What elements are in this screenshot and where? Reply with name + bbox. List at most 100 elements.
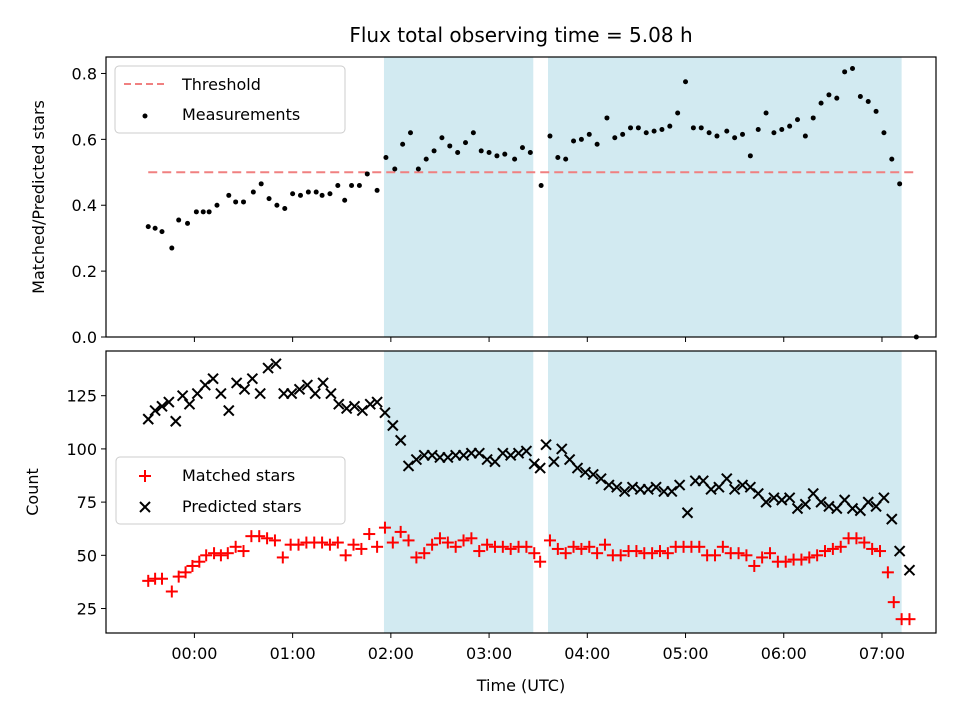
- shaded-interval: [383, 57, 534, 337]
- measurement-point: [834, 95, 840, 101]
- measurement-point: [724, 128, 730, 134]
- measurement-point: [392, 166, 398, 172]
- predicted-star-marker: [799, 498, 812, 510]
- x-axis-label: Time (UTC): [476, 676, 565, 695]
- measurement-point: [667, 123, 673, 129]
- bottom-legend-box: [115, 456, 346, 525]
- x-tick-label: 03:00: [466, 644, 512, 663]
- x-tick-label: 02:00: [368, 644, 414, 663]
- measurement-point: [771, 130, 777, 136]
- measurement-point: [431, 148, 437, 154]
- measurement-point: [873, 108, 879, 114]
- matched-star-marker: [355, 542, 368, 555]
- y-tick-label: 25: [77, 600, 97, 619]
- y-tick-label: 100: [66, 440, 97, 459]
- matched-star-marker: [347, 538, 360, 551]
- matched-star-marker: [214, 549, 227, 562]
- matched-star-marker: [496, 540, 509, 553]
- measurement-point: [739, 131, 745, 137]
- matched-star-marker: [142, 574, 155, 587]
- measurement-point: [185, 220, 191, 226]
- threshold-legend-label: Threshold: [181, 75, 261, 94]
- x-tick-label: 01:00: [270, 644, 316, 663]
- predicted-star-marker: [254, 387, 266, 400]
- measurement-point: [226, 192, 232, 198]
- measurement-point: [795, 117, 801, 123]
- y-tick-label: 75: [77, 493, 97, 512]
- matched-star-marker: [200, 549, 213, 562]
- measurement-point: [594, 141, 600, 147]
- predicted-star-marker: [650, 481, 662, 493]
- predicted-star-marker: [862, 496, 874, 508]
- matched-star-marker: [402, 534, 415, 547]
- measurement-point: [512, 156, 518, 162]
- predicted-star-marker: [317, 377, 329, 389]
- measurement-point: [282, 206, 288, 212]
- predicted-star-marker: [815, 496, 827, 508]
- predicted-star-marker: [156, 400, 168, 413]
- matched-star-marker: [653, 545, 666, 558]
- matched-star-marker: [559, 547, 572, 560]
- measurement-point: [486, 150, 492, 156]
- measurement-point: [463, 140, 469, 146]
- measurement-point: [538, 182, 544, 188]
- matched-star-marker: [598, 538, 611, 551]
- predicted-star-marker: [207, 372, 219, 385]
- predicted-star-marker: [262, 362, 274, 374]
- matched-star-marker: [543, 534, 556, 547]
- predicted-star-marker: [199, 379, 211, 391]
- matched-star-marker: [331, 536, 344, 549]
- measurement-point: [258, 181, 264, 187]
- matched-star-marker: [172, 570, 185, 583]
- measurement-point: [842, 69, 848, 75]
- predicted-star-marker: [230, 377, 243, 389]
- predicted-star-marker: [556, 443, 568, 455]
- measurement-point: [889, 156, 895, 162]
- matched-star-marker: [795, 553, 808, 566]
- y-tick-label: 0.4: [72, 196, 97, 215]
- measurement-point: [714, 133, 720, 139]
- measurement-point: [342, 197, 348, 203]
- matched-star-marker: [292, 538, 305, 551]
- predicted-star-marker: [878, 492, 890, 504]
- measurement-point: [415, 166, 421, 172]
- measurement-point: [176, 217, 182, 223]
- measurement-point: [250, 189, 256, 195]
- measurement-point: [297, 192, 303, 198]
- measurement-point: [152, 225, 158, 231]
- shaded-interval: [548, 351, 902, 633]
- measurement-point: [145, 224, 151, 230]
- matched-star-marker: [193, 555, 206, 568]
- top-legend-box: [114, 65, 346, 134]
- measurement-point: [349, 182, 355, 188]
- predicted-star-marker: [163, 396, 175, 408]
- x-tick-label: 00:00: [171, 644, 217, 663]
- predicted-star-marker: [309, 387, 321, 400]
- matched-star-marker: [826, 542, 839, 555]
- measurement-point: [763, 110, 769, 116]
- matched-star-marker: [551, 542, 564, 555]
- measurement-point: [635, 125, 641, 131]
- x-tick-label: 05:00: [662, 644, 708, 663]
- shaded-interval: [548, 57, 902, 337]
- measurement-point: [400, 141, 406, 147]
- chart-title: Flux total observing time = 5.08 h: [349, 23, 692, 47]
- predicted-star-marker: [325, 387, 337, 400]
- bottom-legend: Matched stars Predicted stars: [115, 456, 346, 525]
- matched-star-marker: [874, 545, 887, 558]
- top-axes-frame: [105, 56, 937, 338]
- predicted-star-marker: [293, 383, 306, 396]
- matched-star-marker: [748, 559, 761, 572]
- predicted-star-marker: [473, 447, 485, 459]
- matched-star-marker: [316, 536, 329, 549]
- matched-star-marker: [591, 547, 604, 560]
- measurement-point: [478, 148, 484, 154]
- matched-star-marker: [268, 534, 281, 547]
- measurement-point: [732, 135, 738, 141]
- predicted-star-marker: [410, 453, 423, 466]
- measurement-point: [628, 125, 634, 131]
- matched-star-marker: [661, 547, 674, 560]
- measurement-point: [519, 145, 525, 151]
- top-x-ticks: [193, 337, 883, 342]
- predicted-star-marker: [223, 404, 235, 417]
